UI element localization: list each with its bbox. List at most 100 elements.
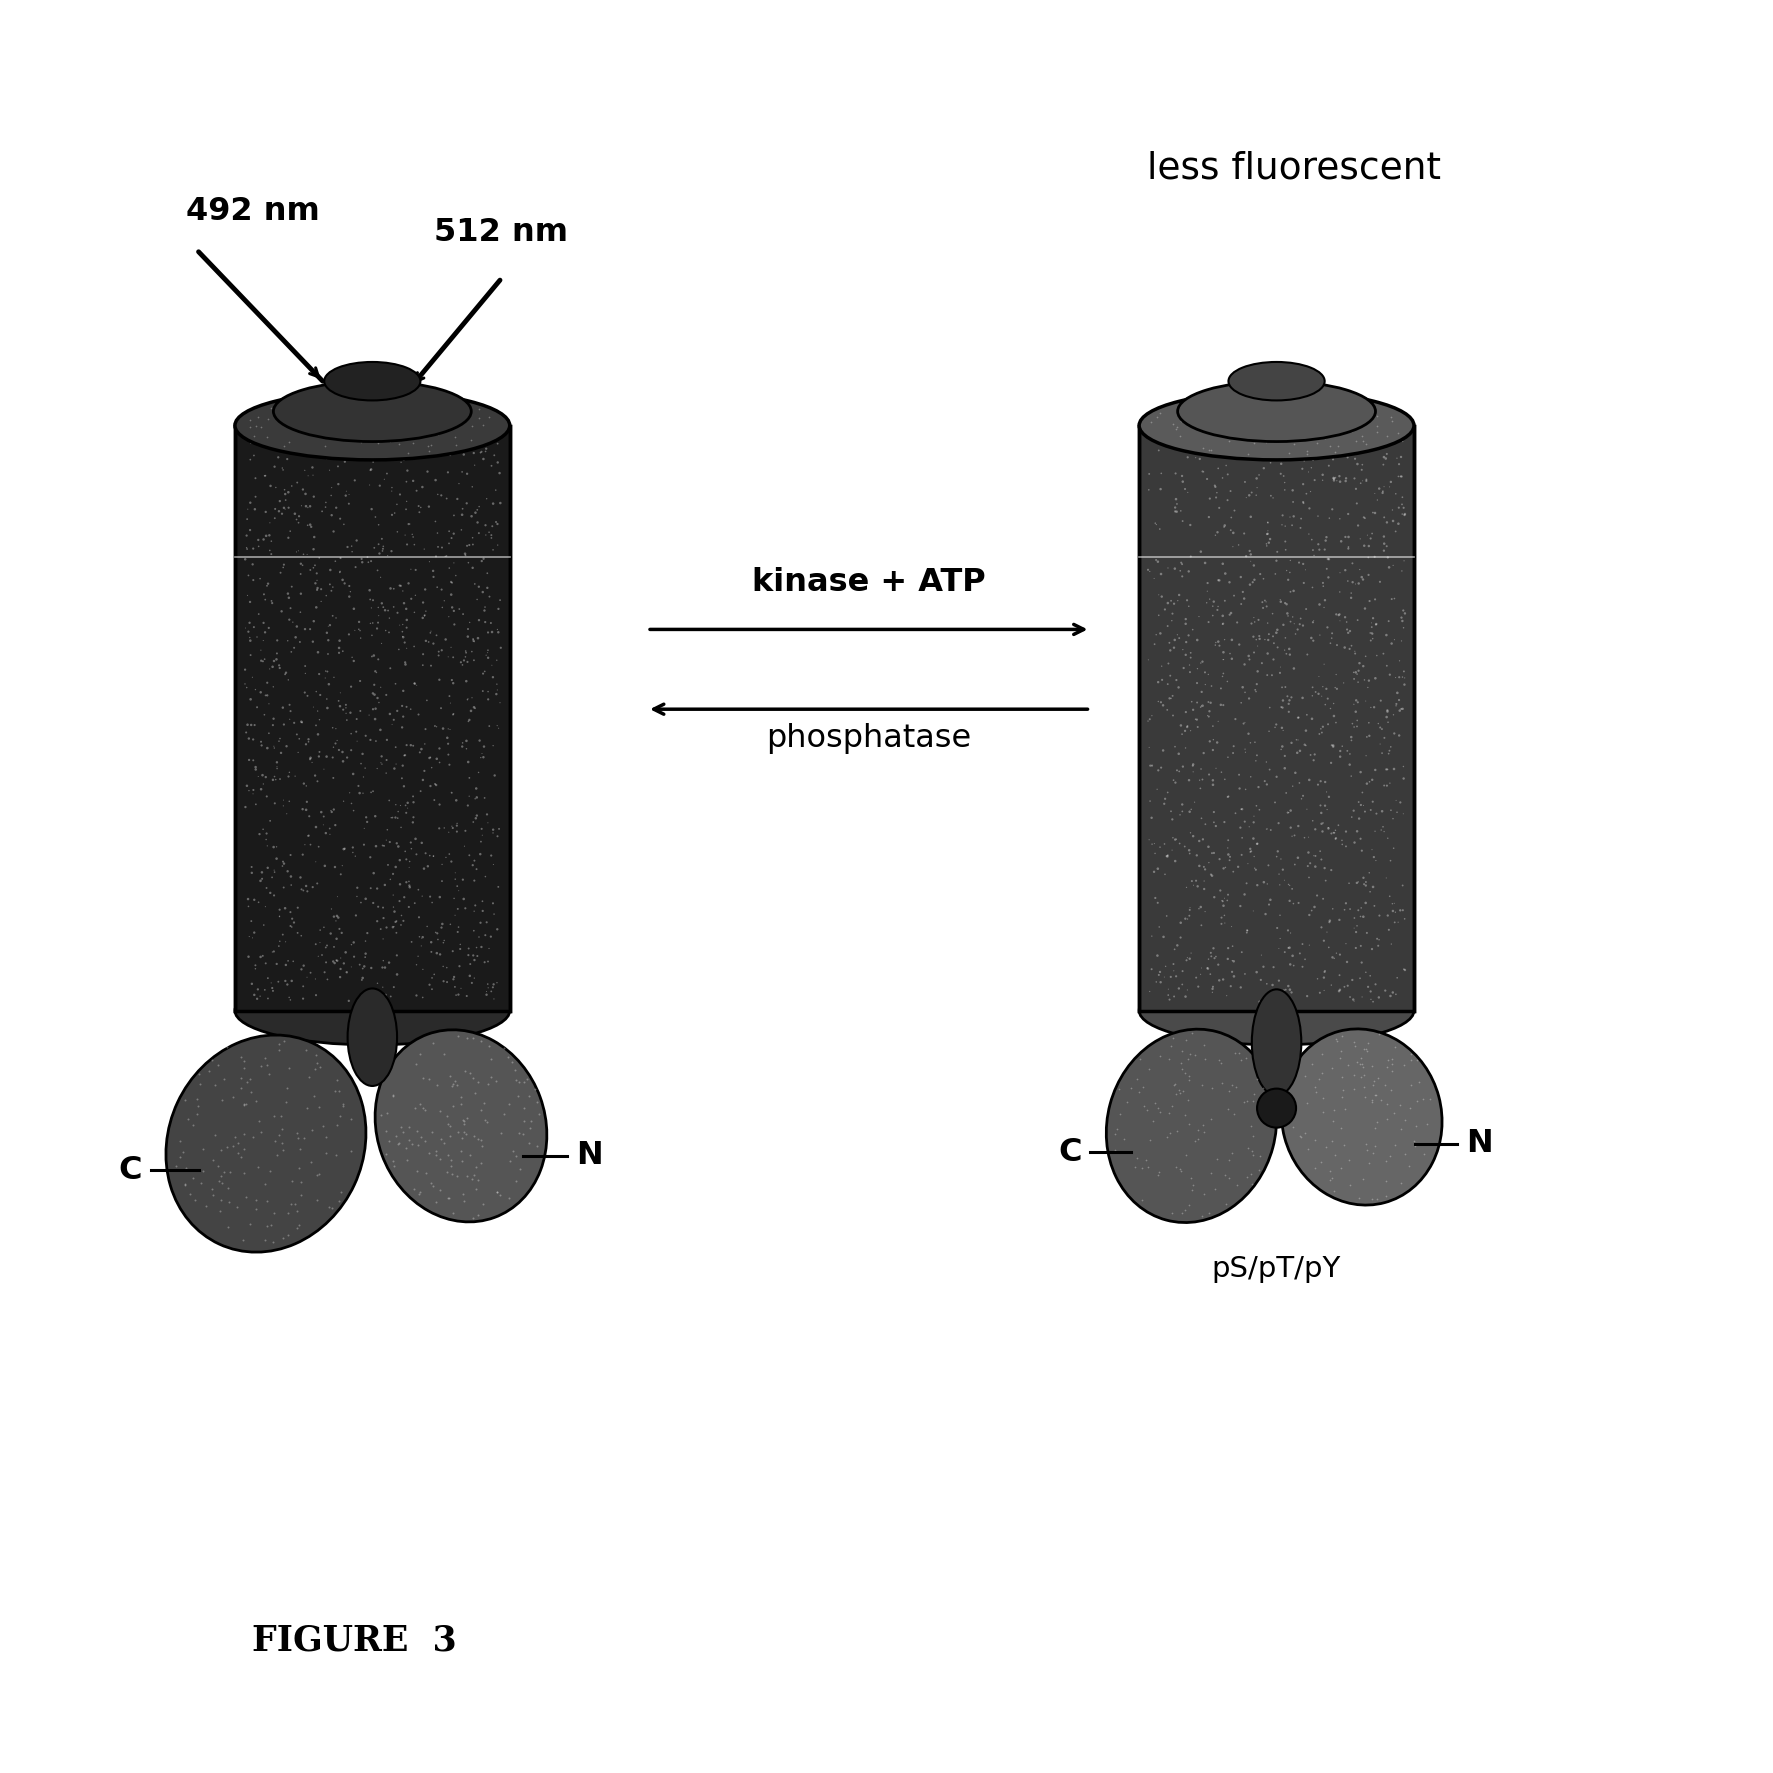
Point [1172, 874, 1200, 902]
Point [465, 922, 493, 950]
Point [1227, 688, 1255, 716]
Point [1223, 608, 1252, 637]
Point [1376, 846, 1404, 874]
Point [199, 1145, 227, 1174]
Point [404, 1131, 433, 1160]
Point [1310, 768, 1339, 796]
Point [1280, 952, 1308, 980]
Point [1262, 537, 1291, 566]
Point [417, 619, 445, 647]
Point [1372, 422, 1401, 450]
Point [1236, 541, 1264, 569]
Point [1273, 557, 1301, 585]
Point [410, 1094, 438, 1122]
Point [479, 819, 507, 847]
Point [427, 1124, 456, 1152]
Point [441, 785, 470, 814]
Point [1355, 1030, 1383, 1058]
Point [273, 1220, 301, 1248]
Point [1241, 729, 1269, 757]
Point [1266, 660, 1294, 688]
Point [1379, 805, 1408, 833]
Point [1314, 544, 1342, 573]
Point [436, 1062, 465, 1090]
Point [250, 525, 278, 553]
Point [456, 608, 484, 637]
Point [1312, 555, 1340, 583]
Point [392, 495, 420, 523]
Point [234, 562, 262, 590]
Point [1335, 982, 1363, 1011]
Point [383, 401, 411, 429]
Point [1154, 553, 1183, 582]
Point [261, 647, 289, 676]
Point [1250, 952, 1278, 980]
Point [303, 1160, 332, 1188]
Point [1335, 534, 1363, 562]
Point [1188, 691, 1216, 720]
Point [434, 715, 463, 743]
Point [392, 693, 420, 722]
Point [1291, 1062, 1319, 1090]
Point [402, 840, 431, 869]
Point [1367, 1085, 1395, 1113]
Point [429, 966, 457, 995]
Point [1351, 741, 1379, 769]
Point [348, 548, 376, 576]
Point [427, 637, 456, 665]
Point [252, 498, 280, 527]
Point [1378, 890, 1406, 918]
Point [1287, 605, 1316, 633]
Point [264, 1030, 293, 1058]
Point [261, 858, 289, 886]
Point [1328, 1076, 1356, 1105]
Point [1310, 690, 1339, 718]
Point [463, 496, 491, 525]
Point [1271, 589, 1300, 617]
Point [482, 711, 511, 739]
Point [394, 789, 422, 817]
Ellipse shape [1257, 1089, 1296, 1128]
Point [301, 392, 330, 420]
Point [1340, 913, 1369, 941]
Point [346, 617, 374, 645]
Point [372, 1117, 401, 1145]
Point [434, 457, 463, 486]
Point [1365, 475, 1394, 504]
Point [289, 876, 317, 904]
Point [229, 1225, 257, 1254]
Point [278, 904, 307, 933]
Point [326, 691, 355, 720]
Point [301, 847, 330, 876]
Point [266, 725, 294, 754]
Point [1204, 596, 1232, 624]
Point [1239, 1142, 1268, 1170]
Point [426, 791, 454, 819]
Point [317, 417, 346, 445]
Point [1215, 1145, 1243, 1174]
Point [1312, 867, 1340, 895]
Point [418, 629, 447, 658]
Point [200, 1071, 229, 1099]
Point [1349, 566, 1378, 594]
Point [1339, 1028, 1367, 1057]
Point [328, 738, 356, 766]
Point [363, 613, 392, 642]
Point [342, 706, 371, 734]
Point [1239, 897, 1268, 926]
Point [259, 833, 287, 862]
Point [452, 982, 480, 1011]
Point [1388, 800, 1417, 828]
Point [241, 791, 269, 819]
Point [335, 582, 363, 610]
Point [1204, 454, 1232, 482]
Point [1191, 897, 1220, 926]
Point [321, 548, 349, 576]
Point [1277, 814, 1305, 842]
Point [457, 638, 486, 667]
Point [1254, 509, 1282, 537]
Point [1167, 908, 1195, 936]
Point [259, 938, 287, 966]
Point [188, 1135, 216, 1163]
Point [411, 598, 440, 626]
